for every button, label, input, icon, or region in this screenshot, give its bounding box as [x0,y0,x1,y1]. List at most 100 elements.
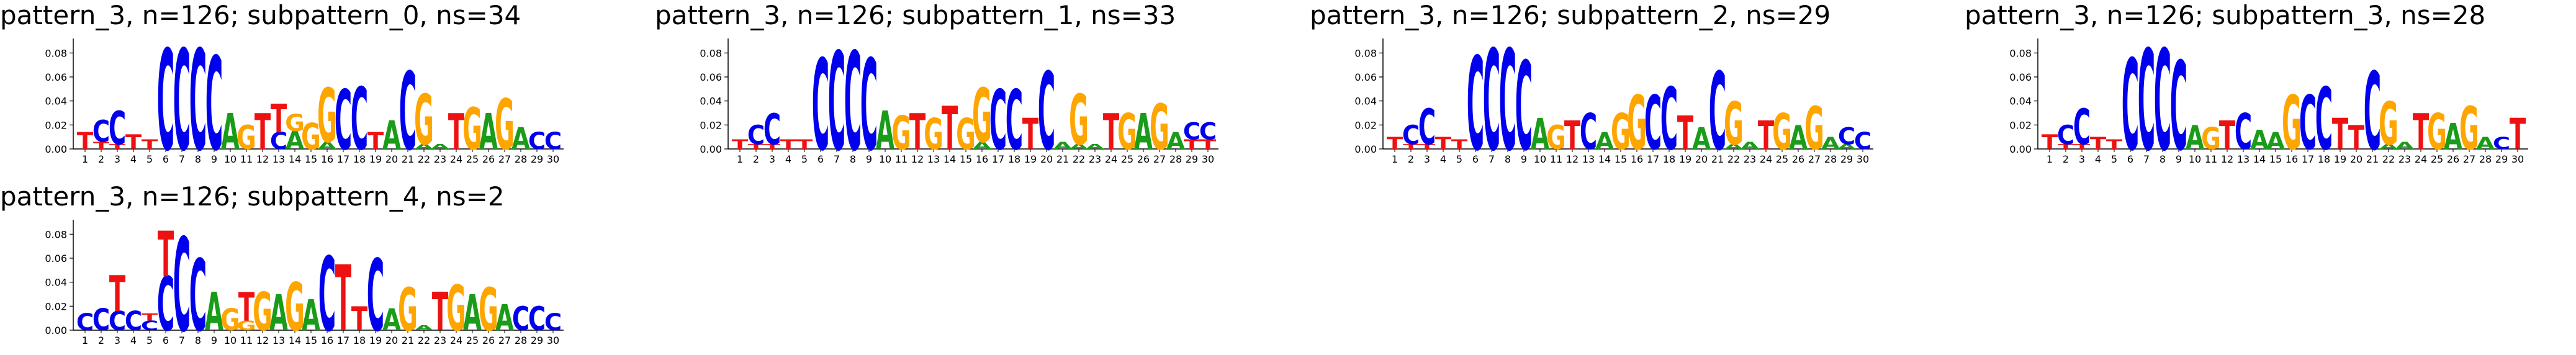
y-tick-label: 0.04 [45,96,67,107]
x-tick-label: 22 [418,153,430,165]
x-tick-label: 17 [337,153,349,165]
x-tick-label: 28 [515,335,527,346]
logo-letter: G [285,110,305,137]
logo-letter: C [1006,73,1023,169]
x-tick-label: 14 [289,153,301,165]
logo-letter: C [367,240,384,354]
x-tick-label: 5 [2111,153,2117,165]
logo-letter: T [109,265,126,323]
x-tick-label: 11 [1550,153,1562,165]
x-tick-label: 21 [402,335,414,346]
logo-letter: T [1758,113,1774,159]
x-tick-label: 1 [82,335,88,346]
x-tick-label: 8 [1505,153,1511,165]
logo-letter: G [2459,94,2479,163]
logo-letter: A [1741,140,1759,151]
x-tick-label: 16 [976,153,988,165]
logo-letter: C [141,318,158,333]
logo-letter: C [125,305,142,336]
logo-letter: T [732,137,749,152]
logo-letter: C [1199,118,1217,145]
x-tick-label: 18 [1008,153,1020,165]
x-tick-label: 23 [1744,153,1756,165]
x-tick-label: 7 [179,335,185,346]
x-tick-label: 10 [224,153,236,165]
y-tick-label: 0.04 [2009,96,2032,107]
x-tick-label: 2 [98,153,104,165]
logo-letter: T [351,300,368,338]
x-tick-label: 11 [240,335,253,346]
x-tick-label: 23 [434,335,446,346]
x-tick-label: 3 [2079,153,2085,165]
logo-letter: C [2154,21,2171,182]
x-tick-label: 18 [2318,153,2330,165]
logo-letter: G [1117,103,1137,161]
logo-letter: C [2364,50,2381,174]
logo-letter: G [1724,89,1744,158]
logo-letter: G [924,110,943,160]
logo-letter: C [844,24,862,181]
x-tick-label: 19 [369,335,382,346]
logo-letter: A [2186,119,2204,157]
logo-letter: T [142,137,158,152]
x-tick-label: 10 [1534,153,1546,165]
logo-letter: C [399,50,417,174]
x-tick-label: 15 [2269,153,2282,165]
logo-letter: T [2413,103,2430,161]
logo-letter: C [2170,37,2187,179]
logo-letter: C [109,305,126,336]
logo-letter: A [269,284,288,342]
logo-panel-subpattern-3: pattern_3, n=126; subpattern_3, ns=28 0.… [1965,0,2576,182]
logo-panel-subpattern-1: pattern_3, n=126; subpattern_1, ns=33 0.… [655,0,1276,181]
x-tick-label: 17 [1647,153,1659,165]
logo-letter: C [157,262,174,348]
x-tick-label: 20 [1040,153,1053,165]
logo-letter: C [512,300,529,338]
y-tick-label: 0.02 [45,300,67,312]
x-tick-label: 12 [2221,153,2233,165]
logo-letter: C [544,309,562,336]
logo-letter: A [1086,143,1104,150]
logo-letter: A [511,122,530,156]
x-tick-label: 8 [2159,153,2166,165]
logo-letter: T [2074,143,2091,150]
x-tick-label: 24 [1105,153,1117,165]
y-tick-label: 0.00 [45,143,67,155]
x-tick-label: 18 [1663,153,1675,165]
x-tick-label: 13 [927,153,940,165]
x-tick-label: 21 [402,153,414,165]
logo-letter: C [763,105,781,155]
x-tick-label: 27 [2463,153,2475,165]
y-tick-label: 0.02 [1354,119,1377,131]
logo-letter: G [236,318,256,333]
x-tick-label: 8 [195,153,201,165]
logo-letter: A [1070,143,1088,150]
logo-letter: C [2493,133,2510,153]
x-tick-label: 15 [1615,153,1627,165]
logo-letter: C [1660,70,1678,169]
logo-letter: C [1515,37,1533,179]
logo-letter: A [415,324,433,331]
logo-letter: G [2379,89,2398,158]
x-tick-label: 17 [337,335,349,346]
x-tick-label: 12 [256,153,269,165]
x-tick-label: 25 [2431,153,2443,165]
x-tick-label: 1 [737,153,743,165]
logo-letter: T [942,94,958,163]
x-tick-label: 15 [305,153,317,165]
x-tick-label: 29 [2495,153,2508,165]
x-tick-label: 14 [2253,153,2266,165]
x-tick-label: 4 [2095,153,2101,165]
logo-letter: G [1772,103,1792,161]
x-tick-label: 7 [179,153,185,165]
logo-letter: A [221,103,240,161]
x-tick-label: 26 [1792,153,1804,165]
logo-letter: G [220,303,240,338]
logo-letter: T [271,96,287,142]
logo-letter: C [860,34,878,179]
logo-letter: G [285,269,305,346]
y-tick-label: 0.00 [2009,143,2032,155]
logo-letter: T [1403,143,1420,150]
x-tick-label: 12 [911,153,924,165]
